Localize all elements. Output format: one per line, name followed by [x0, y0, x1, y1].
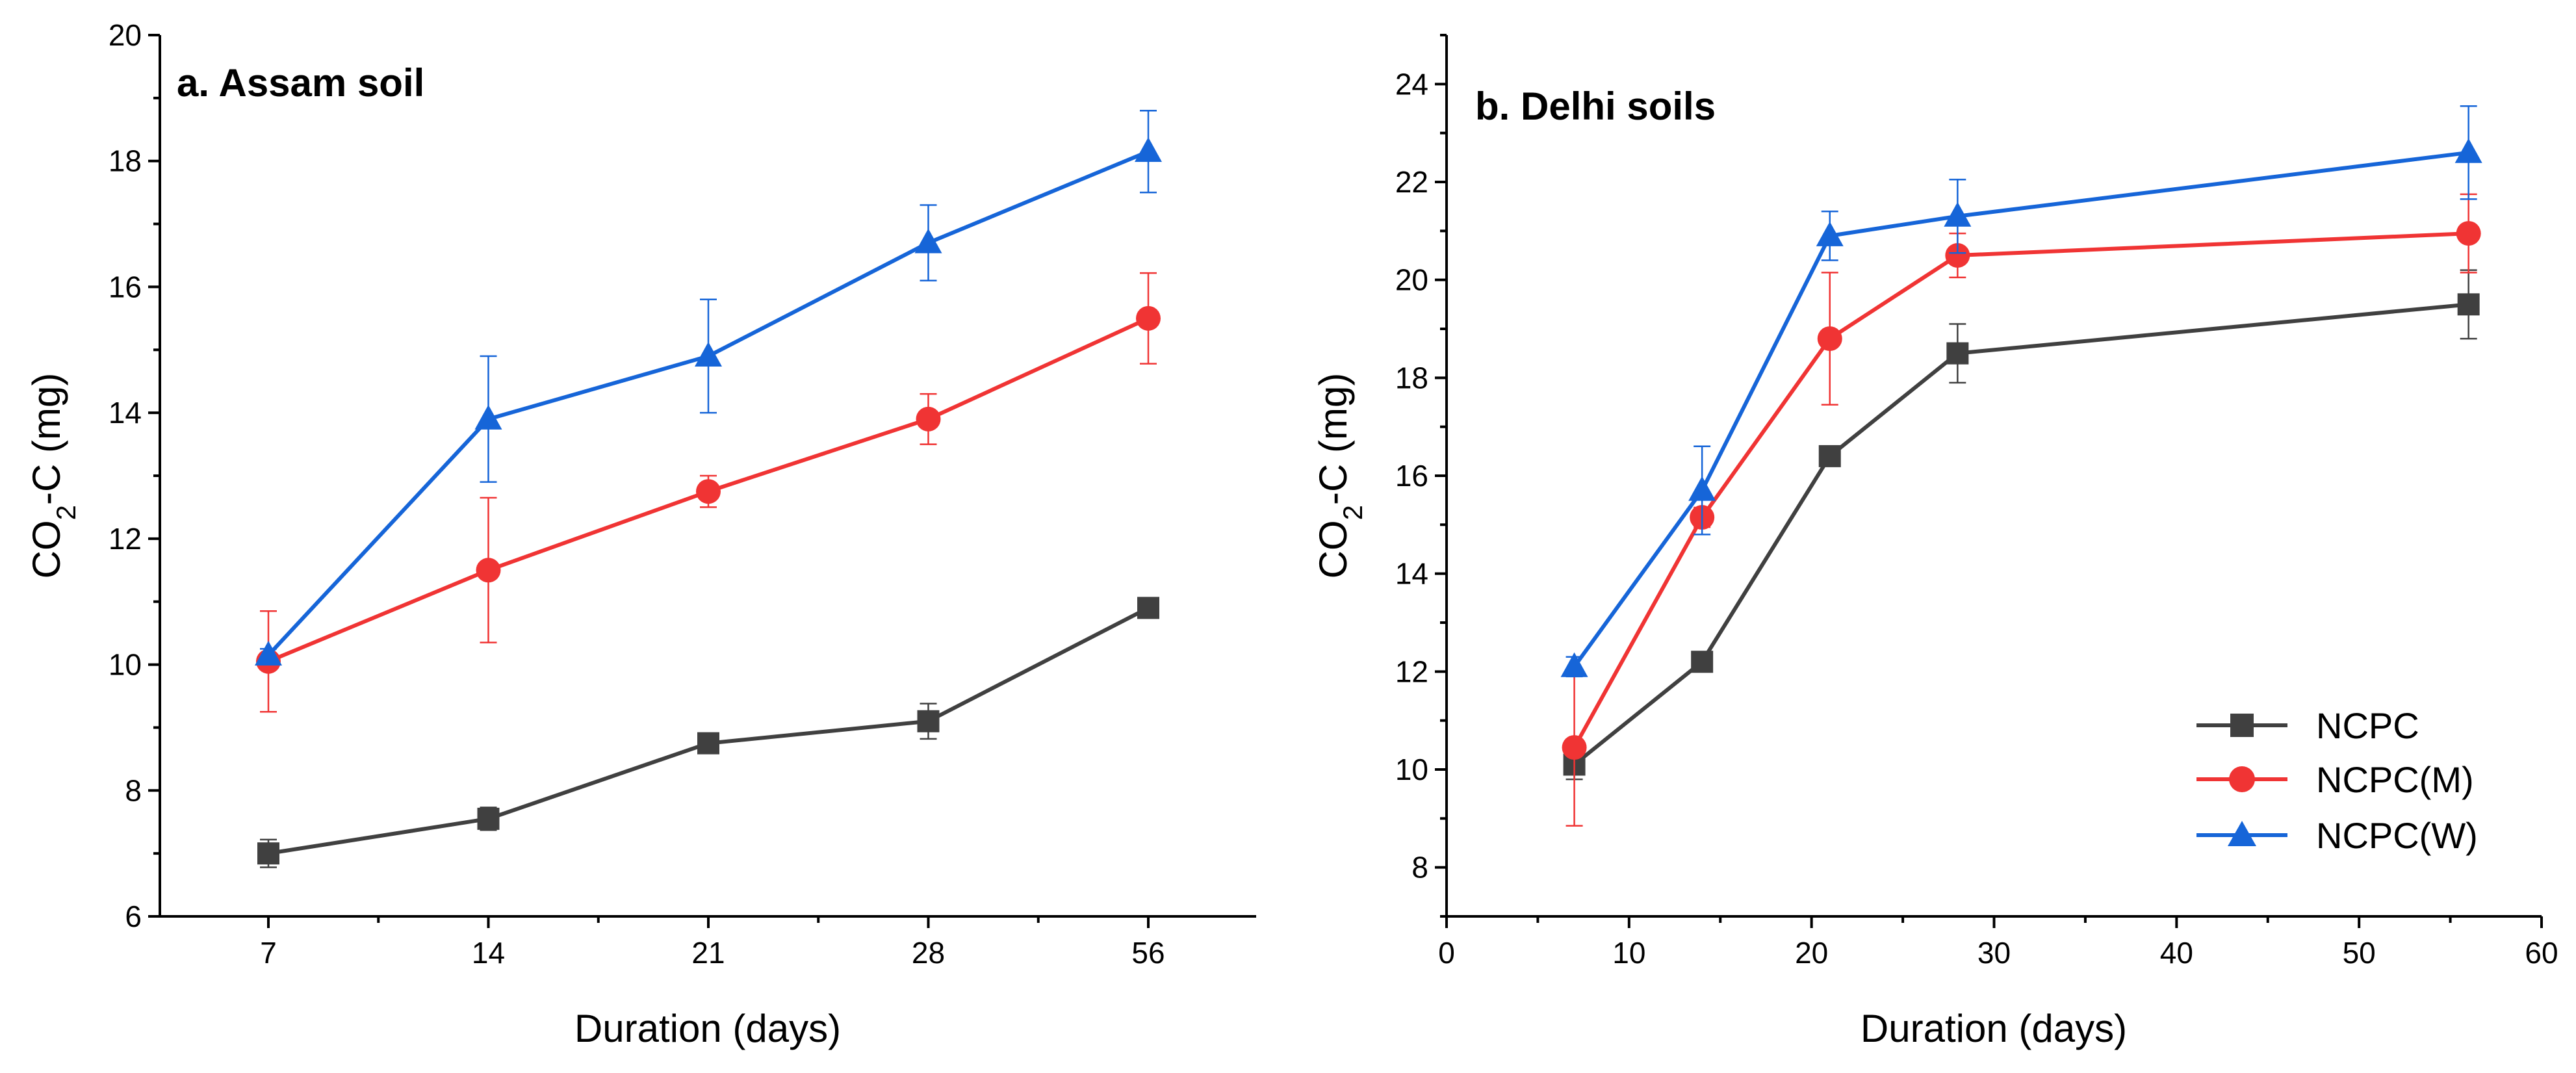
panel-a-ncpc-w-point	[474, 404, 502, 430]
panel-b-ytick-label-22: 22	[1395, 165, 1428, 199]
panel-b-xtick-label-20: 20	[1795, 936, 1828, 970]
panel-b-ncpc-m-point	[1945, 243, 1970, 268]
panel-a-xtick-label-28: 28	[912, 936, 945, 970]
panel-b-ytick-label-8: 8	[1411, 851, 1428, 885]
panel-a-ncpc-m-point	[916, 406, 941, 432]
panel-b-y-title-rest: -C (mg)	[1311, 373, 1355, 505]
panel-b-y-title-sub: 2	[1337, 505, 1368, 520]
panel-b-ncpc-w-point	[1816, 221, 1844, 246]
panel-a-ticks: 6 8 10 12 14 16 18 20 7 14 21 28 56	[109, 18, 1165, 970]
panel-a-title: a. Assam soil	[177, 61, 424, 105]
panel-a-series-ncpc	[257, 597, 1159, 868]
panel-a-ncpc-w-point	[695, 341, 722, 367]
panel-a-series-ncpc-w	[255, 109, 1162, 666]
panel-b-ncpc-m-point	[1817, 326, 1842, 352]
panel-a-x-axis-title: Duration (days)	[574, 1007, 841, 1050]
panel-b-ytick-label-18: 18	[1395, 361, 1428, 394]
legend-label-ncpc-m: NCPC(M)	[2316, 759, 2474, 800]
legend-item-ncpc-m: NCPC(M)	[2196, 759, 2474, 800]
panel-a-series-ncpc-m	[256, 272, 1161, 713]
panel-b-xtick-label-30: 30	[1977, 936, 2011, 970]
panel-a-ytick-label-20: 20	[109, 18, 142, 52]
panel-a-ytick-label-12: 12	[109, 522, 142, 556]
legend-item-ncpc: NCPC	[2196, 705, 2419, 746]
panel-b-xtick-label-10: 10	[1612, 936, 1645, 970]
panel-a-xtick-label-21: 21	[691, 936, 725, 970]
panel-b-ncpc-point	[1691, 651, 1714, 673]
panel-a-ytick-label-10: 10	[109, 648, 142, 682]
panel-b-y-title-main: CO	[1311, 520, 1355, 578]
panel-b-ncpc-w-point	[2454, 138, 2482, 163]
panel-a-ncpc-point	[697, 732, 719, 755]
legend: NCPC NCPC(M) NCPC(W)	[2196, 705, 2478, 856]
panel-a-ncpc-point	[477, 807, 500, 830]
panel-a-ncpc-w-point	[914, 228, 942, 253]
panel-b-xtick-label-50: 50	[2343, 936, 2376, 970]
panel-b-ncpc-m-point	[2456, 221, 2481, 246]
panel-a-ncpc-point	[917, 710, 940, 732]
legend-item-ncpc-w: NCPC(W)	[2196, 815, 2478, 856]
panel-a-ytick-label-16: 16	[109, 270, 142, 304]
panel-a-y-title-sub: 2	[51, 505, 81, 520]
panel-a-ytick-label-18: 18	[109, 144, 142, 178]
panel-b-title: b. Delhi soils	[1475, 84, 1716, 128]
panel-a-ytick-label-8: 8	[125, 773, 142, 807]
panel-b-ncpc-w-line	[1573, 150, 2469, 668]
panel-b-series-ncpc-w	[1560, 105, 2482, 678]
panel-a-series	[255, 109, 1162, 868]
panel-b-ncpc-m-point	[1562, 735, 1587, 760]
panel-b-ncpc-point	[1946, 342, 1969, 365]
panel-b-x-axis-title: Duration (days)	[1861, 1007, 2127, 1050]
panel-b-ytick-label-16: 16	[1395, 459, 1428, 493]
panel-a-ncpc-m-point	[476, 558, 501, 583]
legend-label-ncpc: NCPC	[2316, 705, 2419, 746]
panel-a-ncpc-line	[268, 606, 1150, 856]
panel-b-y-axis-title: CO2-C (mg)	[1311, 373, 1368, 579]
panel-b-ytick-label-14: 14	[1395, 557, 1428, 591]
panel-b-xtick-label-0: 0	[1438, 936, 1455, 970]
panel-b-xtick-label-60: 60	[2525, 936, 2558, 970]
panel-a-ncpc-w-point	[255, 641, 282, 666]
panel-a-ncpc-point	[1137, 597, 1159, 619]
panel-a-xtick-label-7: 7	[260, 936, 277, 970]
panel-a-ncpc-point	[257, 842, 279, 865]
panel-b-delhi: 8 10 12 14 16 18 20 22 24 0 10 20 30 40 50 60 b. Delhi …	[1311, 34, 2558, 1050]
panel-a-xtick-label-56: 56	[1131, 936, 1165, 970]
panel-a-ncpc-w-point	[1135, 137, 1162, 162]
panel-a-xtick-label-14: 14	[472, 936, 505, 970]
panel-b-ncpc-point	[2457, 293, 2480, 316]
panel-a-y-title-main: CO	[25, 520, 68, 578]
legend-label-ncpc-w: NCPC(W)	[2316, 815, 2478, 856]
panel-b-ncpc-w-point	[1688, 476, 1716, 501]
panel-b-ticks: 8 10 12 14 16 18 20 22 24 0 10 20 30 40 50 60	[1395, 34, 2558, 970]
panel-a-y-axis-title: CO2-C (mg)	[25, 373, 81, 579]
panel-a-ytick-label-6: 6	[125, 899, 142, 933]
panel-b-ytick-label-20: 20	[1395, 263, 1428, 297]
panel-b-ncpc-w-point	[1560, 652, 1588, 677]
panel-a-ncpc-m-point	[1136, 305, 1161, 331]
panel-b-ncpc-w-point	[1944, 201, 1972, 227]
panel-b-ytick-label-12: 12	[1395, 654, 1428, 688]
panel-b-ytick-label-10: 10	[1395, 753, 1428, 786]
panel-a-y-title-rest: -C (mg)	[25, 373, 68, 505]
panel-b-series	[1560, 105, 2482, 827]
panel-b-xtick-label-40: 40	[2160, 936, 2193, 970]
panel-a-ytick-label-14: 14	[109, 396, 142, 430]
panel-b-ytick-label-24: 24	[1395, 67, 1428, 101]
panel-a-assam: 6 8 10 12 14 16 18 20 7 14 21 28 56 a. Assam soil Du…	[25, 18, 1256, 1050]
panel-b-ncpc-point	[1818, 445, 1841, 467]
panel-a-ncpc-m-point	[696, 479, 721, 504]
